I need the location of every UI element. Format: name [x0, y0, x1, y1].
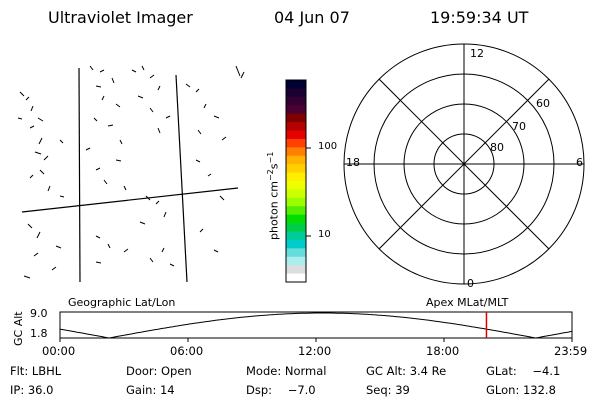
- colorbar-swatch: [286, 231, 306, 241]
- seq-info: Seq: 39: [366, 383, 410, 397]
- altitude-curve: [59, 312, 573, 339]
- ip-info: IP: 36.0: [10, 383, 54, 397]
- coastline-fragments: [17, 65, 245, 279]
- polar-label-lat80: 80: [490, 141, 504, 154]
- colorbar-swatch: [286, 239, 306, 249]
- timeline-x-tick-label: 06:00: [170, 344, 204, 358]
- colorbar-swatch: [286, 248, 306, 258]
- colorbar-swatch: [286, 96, 306, 106]
- app-title: Ultraviolet Imager: [48, 8, 193, 27]
- polar-label-dawn: 6: [576, 156, 583, 169]
- timeline-y-axis-label: GC Alt: [12, 311, 25, 346]
- timeline-y-min: 1.8: [30, 327, 48, 340]
- colorbar-swatch: [286, 206, 306, 216]
- gain-info: Gain: 14: [126, 383, 175, 397]
- polar-label-lat70: 70: [512, 120, 526, 133]
- timeline-left-label: Geographic Lat/Lon: [68, 296, 176, 309]
- colorbar-tick-100: 100: [318, 141, 338, 152]
- timeline-x-tick-label: 12:00: [298, 344, 332, 358]
- polar-diagonal: [378, 78, 550, 250]
- colorbar-tick-10: 10: [318, 229, 331, 240]
- gc-alt-info: GC Alt: 3.4 Re: [366, 364, 447, 378]
- glat-info: GLat: −4.1: [486, 364, 561, 378]
- geo-grid-line: [175, 74, 188, 283]
- colorbar-swatch: [286, 130, 306, 140]
- timeline-x-tick-label: 18:00: [426, 344, 460, 358]
- header-date: 04 Jun 07: [274, 8, 350, 27]
- colorbar-swatch: [286, 265, 306, 275]
- dsp-info: Dsp: −7.0: [246, 383, 316, 397]
- polar-plot: [343, 43, 585, 285]
- header-time: 19:59:34 UT: [430, 8, 529, 27]
- glon-info: GLon: 132.8: [486, 383, 556, 397]
- colorbar-swatch: [286, 113, 306, 123]
- geo-grid-line: [21, 187, 239, 213]
- colorbar-swatch: [286, 155, 306, 165]
- colorbar-frame: [285, 79, 307, 283]
- colorbar-swatch: [286, 189, 306, 199]
- colorbar-swatch: [286, 197, 306, 207]
- colorbar-swatch: [286, 256, 306, 266]
- colorbar-swatch: [286, 122, 306, 131]
- timeline-panel: [59, 311, 573, 342]
- geographic-image-panel: [21, 67, 239, 283]
- colorbar-swatch: [286, 223, 306, 232]
- colorbar-swatch: [286, 164, 306, 174]
- colorbar-swatch: [286, 273, 306, 283]
- door-info: Door: Open: [126, 364, 192, 378]
- polar-label-dusk: 18: [346, 156, 360, 169]
- colorbar-swatch: [286, 147, 306, 157]
- timeline-y-max: 9.0: [30, 307, 48, 320]
- colorbar-swatch: [286, 88, 306, 98]
- mode-info: Mode: Normal: [246, 364, 327, 378]
- filter-info: Flt: LBHL: [10, 364, 62, 378]
- colorbar: [285, 79, 311, 283]
- colorbar-swatch: [286, 214, 306, 224]
- colorbar-swatch: [286, 80, 306, 89]
- timeline-x-tick-label: 00:00: [42, 344, 76, 358]
- colorbar-swatch: [286, 172, 306, 182]
- timeline-right-label: Apex MLat/MLT: [426, 296, 509, 309]
- colorbar-unit-label: photon cm−2s−1: [266, 151, 281, 240]
- polar-label-noon: 12: [470, 47, 484, 60]
- geo-grid-line: [78, 67, 81, 283]
- polar-label-midnight: 0: [467, 277, 474, 290]
- colorbar-swatch: [286, 181, 306, 190]
- timeline-frame: [59, 311, 573, 339]
- timeline-x-tick-label: 23:59: [554, 344, 588, 358]
- colorbar-swatch: [286, 105, 306, 115]
- polar-label-lat60: 60: [536, 97, 550, 110]
- colorbar-swatch: [286, 138, 306, 148]
